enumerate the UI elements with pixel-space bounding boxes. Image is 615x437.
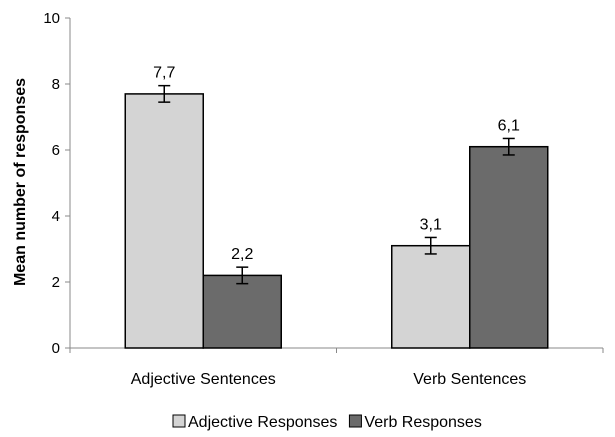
legend-swatch: [172, 414, 186, 428]
y-tick-label: 4: [52, 208, 60, 225]
x-category-label: Verb Sentences: [413, 371, 526, 388]
legend-swatch: [348, 414, 362, 428]
bar: [391, 244, 471, 349]
data-label: 3,1: [420, 216, 442, 233]
y-tick-label: 6: [52, 142, 60, 159]
y-tick-label: 8: [52, 76, 60, 93]
data-label: 6,1: [498, 117, 520, 134]
y-tick-label: 10: [43, 10, 60, 27]
y-tick-label: 2: [52, 274, 60, 291]
x-category-label: Adjective Sentences: [131, 371, 276, 388]
bar: [202, 274, 282, 349]
legend-label: Adjective Responses: [188, 414, 337, 431]
y-tick-label: 0: [52, 340, 60, 357]
y-axis-title: Mean number of responses: [12, 78, 29, 286]
data-label: 7,7: [153, 65, 175, 82]
data-labels: 7,7 2,2 3,1 6,1: [153, 65, 520, 263]
bars: [124, 84, 549, 349]
bar: [124, 93, 204, 349]
data-label: 2,2: [231, 246, 253, 263]
legend: Adjective Responses Verb Responses: [172, 414, 482, 431]
legend-label: Verb Responses: [364, 414, 481, 431]
bar: [469, 145, 549, 349]
